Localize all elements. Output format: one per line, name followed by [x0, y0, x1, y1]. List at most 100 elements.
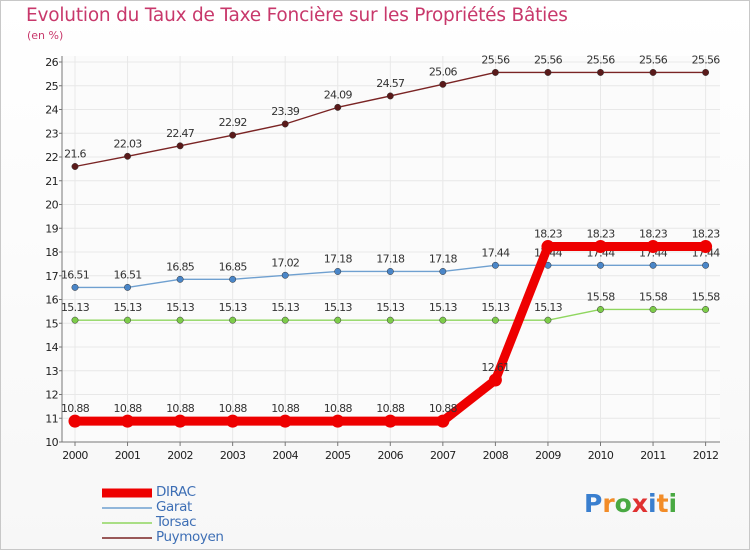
data-point-garat-2008 — [491, 261, 499, 269]
data-point-garat-2000 — [71, 283, 79, 291]
data-label-puymoyen-2005: 24.09 — [324, 88, 353, 101]
data-point-dirac-2000 — [68, 414, 82, 428]
data-point-puymoyen-2008 — [491, 69, 499, 76]
data-label-dirac-2006: 10.88 — [376, 402, 405, 415]
x-tick-label-2010: 2010 — [588, 449, 614, 462]
data-label-puymoyen-2002: 22.47 — [166, 127, 195, 140]
data-label-garat-2001: 16.51 — [114, 268, 142, 281]
logo-letter: t — [656, 489, 669, 518]
data-point-torsac-2000 — [71, 316, 79, 324]
data-label-garat-2006: 17.18 — [376, 252, 405, 265]
data-point-torsac-2010 — [597, 306, 604, 313]
legend-swatch-puymoyen — [102, 536, 152, 539]
data-label-dirac-2007: 10.88 — [429, 402, 458, 415]
data-point-dirac-2009 — [541, 240, 555, 254]
data-point-puymoyen-2002 — [176, 142, 184, 150]
logo-letter: P — [584, 489, 603, 518]
y-tick-label-19: 19 — [45, 222, 58, 235]
data-label-dirac-2004: 10.88 — [271, 402, 300, 415]
y-tick-label-21: 21 — [45, 175, 58, 188]
x-tick-label-2008: 2008 — [483, 449, 509, 462]
x-tick-label-2012: 2012 — [693, 449, 719, 462]
y-tick-label-26: 26 — [45, 56, 58, 69]
data-label-garat-2008: 17.44 — [481, 246, 510, 259]
y-tick-label-23: 23 — [45, 127, 58, 140]
data-label-puymoyen-2004: 23.39 — [271, 105, 300, 118]
y-tick-label-24: 24 — [45, 104, 58, 117]
data-label-torsac-2011: 15.58 — [639, 290, 668, 303]
data-label-torsac-2008: 15.13 — [481, 301, 510, 314]
y-axis-unit-label: (en %) — [27, 29, 64, 42]
x-tick-label-2007: 2007 — [430, 449, 456, 462]
legend-item-garat: Garat — [102, 500, 224, 515]
data-label-dirac-2012: 18.23 — [692, 228, 721, 241]
data-label-garat-2004: 17.02 — [271, 256, 299, 269]
logo-letter: r — [602, 489, 615, 518]
data-point-garat-2011 — [649, 261, 657, 269]
data-point-dirac-2010 — [594, 240, 607, 254]
y-tick-label-25: 25 — [45, 80, 58, 93]
legend-item-torsac: Torsac — [102, 515, 224, 530]
data-label-torsac-2000: 15.13 — [61, 301, 90, 314]
data-label-dirac-2001: 10.88 — [114, 402, 143, 415]
data-point-puymoyen-2011 — [649, 69, 657, 76]
data-point-torsac-2005 — [334, 316, 342, 324]
data-label-torsac-2003: 15.13 — [219, 301, 248, 314]
data-point-puymoyen-2012 — [702, 69, 710, 76]
data-label-garat-2002: 16.85 — [166, 260, 195, 273]
x-tick-label-2000: 2000 — [62, 449, 88, 462]
data-label-dirac-2000: 10.88 — [61, 402, 90, 415]
data-point-garat-2012 — [702, 261, 710, 269]
legend-swatch-torsac — [102, 521, 152, 524]
data-point-garat-2006 — [386, 268, 394, 275]
data-point-garat-2001 — [124, 283, 132, 291]
y-tick-label-12: 12 — [45, 389, 58, 402]
legend-item-puymoyen: Puymoyen — [102, 530, 224, 545]
legend-item-dirac: DIRAC — [102, 485, 224, 500]
y-tick-label-18: 18 — [45, 246, 58, 259]
y-tick-label-17: 17 — [45, 270, 58, 283]
data-point-garat-2003 — [229, 275, 237, 283]
y-tick-label-10: 10 — [45, 436, 58, 449]
y-tick-label-16: 16 — [45, 294, 58, 307]
data-label-torsac-2002: 15.13 — [166, 301, 195, 314]
data-label-dirac-2005: 10.88 — [324, 402, 353, 415]
data-point-dirac-2011 — [646, 240, 660, 254]
data-label-dirac-2011: 18.23 — [639, 228, 668, 241]
legend-label-torsac: Torsac — [156, 514, 197, 530]
data-point-puymoyen-2010 — [597, 69, 604, 76]
data-label-puymoyen-2011: 25.56 — [639, 53, 668, 66]
data-point-puymoyen-2003 — [229, 131, 237, 139]
x-tick-label-2003: 2003 — [220, 449, 246, 462]
data-label-puymoyen-2007: 25.06 — [429, 65, 458, 78]
x-tick-label-2001: 2001 — [115, 449, 141, 462]
legend-label-puymoyen: Puymoyen — [156, 529, 224, 545]
y-tick-label-14: 14 — [45, 341, 58, 354]
data-point-dirac-2004 — [278, 414, 292, 428]
legend-swatch-garat — [102, 506, 152, 509]
y-tick-label-13: 13 — [45, 365, 58, 378]
data-point-torsac-2001 — [124, 316, 132, 324]
data-label-garat-2007: 17.18 — [429, 252, 458, 265]
data-point-garat-2004 — [281, 271, 289, 279]
data-point-garat-2002 — [176, 275, 184, 283]
x-tick-label-2004: 2004 — [272, 449, 298, 462]
data-label-dirac-2003: 10.88 — [219, 402, 248, 415]
data-point-torsac-2011 — [649, 306, 657, 313]
data-point-torsac-2006 — [386, 316, 394, 324]
data-label-dirac-2002: 10.88 — [166, 402, 195, 415]
data-point-dirac-2002 — [173, 414, 187, 428]
data-label-torsac-2010: 15.58 — [587, 290, 616, 303]
data-label-torsac-2006: 15.13 — [376, 301, 405, 314]
x-tick-label-2011: 2011 — [640, 449, 666, 462]
logo-letter: i — [668, 489, 678, 518]
proxiti-logo: Proxiti — [584, 489, 677, 518]
data-point-torsac-2008 — [491, 316, 499, 324]
data-point-dirac-2001 — [121, 414, 135, 428]
data-label-torsac-2007: 15.13 — [429, 301, 458, 314]
data-point-puymoyen-2000 — [71, 163, 79, 170]
data-point-garat-2007 — [439, 268, 447, 275]
x-tick-label-2009: 2009 — [535, 449, 561, 462]
y-tick-label-20: 20 — [45, 199, 58, 212]
